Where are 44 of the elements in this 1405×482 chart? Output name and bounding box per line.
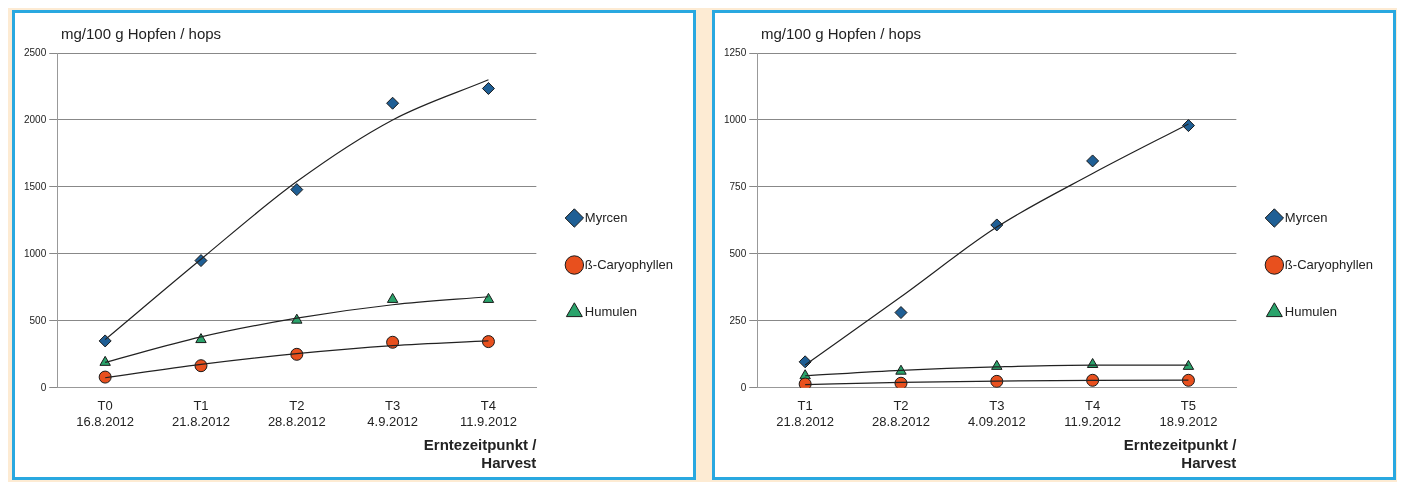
point [98, 334, 112, 348]
y-tick-label: 1250 [724, 46, 747, 58]
point [482, 292, 495, 303]
point [481, 335, 495, 349]
y-tick-label: 250 [729, 314, 747, 326]
x-tick-label: T4 11.9.2012 [1064, 398, 1122, 429]
point [290, 183, 304, 197]
legend-label: Myrcen [584, 209, 628, 225]
y-tick-label: 0 [40, 381, 47, 393]
y-tick-label: 500 [29, 314, 47, 326]
point [386, 335, 400, 349]
x-tick-label: T1 21.8.2012 [172, 398, 230, 429]
y-tick-label: 1500 [24, 180, 47, 192]
legend-label: ß-Caryophyllen [1284, 256, 1374, 272]
x-tick-label: T1 21.8.2012 [776, 398, 835, 429]
y-tick-label: 1000 [24, 247, 47, 259]
point [98, 370, 112, 384]
point [798, 377, 812, 388]
y-tick-label: 0 [740, 381, 747, 393]
legend-label: ß-Caryophyllen [584, 256, 674, 272]
y-tick-label: 750 [729, 180, 747, 192]
x-axis-title: Erntezeitpunkt / Harvest [1123, 436, 1238, 472]
x-tick-label: T5 18.9.2012 [1159, 398, 1218, 429]
y-axis-title: mg/100 g Hopfen / hops [61, 24, 222, 42]
point [1086, 154, 1100, 168]
x-tick-label: T2 28.8.2012 [267, 398, 326, 429]
legend-label: Humulen [1284, 303, 1337, 319]
x-tick-label: T4 11.9.2012 [460, 398, 517, 429]
point [386, 96, 400, 110]
point [386, 292, 399, 303]
legend-label: Humulen [584, 303, 637, 319]
y-tick-label: 2500 [24, 46, 47, 58]
legend-label: Myrcen [1284, 209, 1328, 225]
x-tick-label: T3 4.09.2012 [967, 398, 1026, 429]
y-tick-label: 500 [729, 247, 747, 259]
point [894, 306, 908, 320]
x-tick-label: T3 4.9.2012 [367, 398, 418, 429]
x-axis-title: Erntezeitpunkt / Harvest [423, 436, 538, 472]
point [481, 81, 495, 95]
x-tick-label: T2 28.8.2012 [872, 398, 930, 429]
y-axis-title: mg/100 g Hopfen / hops [761, 24, 922, 42]
x-tick-label: T0 16.8.2012 [76, 398, 135, 429]
y-tick-label: 1000 [724, 113, 747, 125]
y-tick-label: 2000 [24, 113, 47, 125]
